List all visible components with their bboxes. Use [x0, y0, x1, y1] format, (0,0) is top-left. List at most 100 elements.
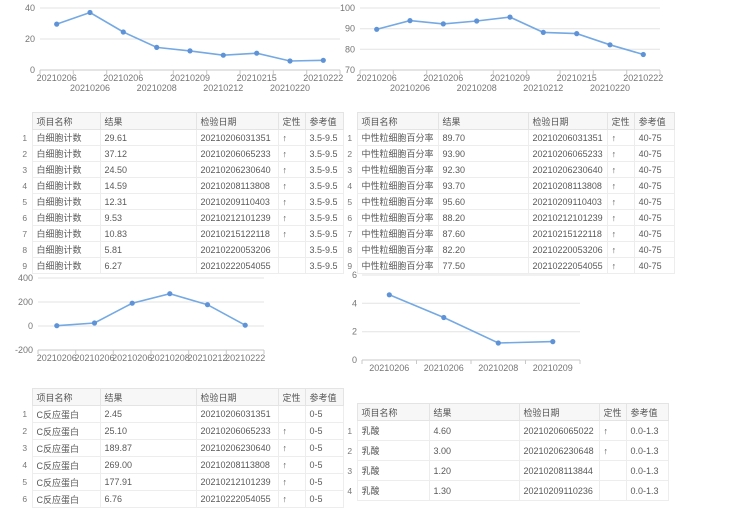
cell-reference-value: 40-75 [633, 129, 675, 146]
row-index: 2 [22, 426, 28, 436]
data-point [204, 302, 211, 308]
table-row: 3 乳酸 1.20 20210208113844 0.0-1.3 [343, 460, 669, 481]
data-point [441, 314, 447, 321]
cell-item-name: 乳酸 [356, 480, 430, 501]
table-crp: 项目名称 结果 检验日期 定性 参考值 1 C反应蛋白 2.45 20210206031351 0… [18, 388, 344, 508]
cell-reference-value: 3.5-9.5 [304, 145, 344, 162]
cell-item-name: 乳酸 [356, 440, 430, 461]
cell-reference-value: 3.5-9.5 [304, 193, 344, 210]
row-index-header [343, 113, 357, 130]
table-row: 2 乳酸 3.00 20210206230648 ↑ 0.0-1.3 [343, 440, 669, 461]
table-header-row: 项目名称 结果 检验日期 定性 参考值 [343, 112, 675, 130]
cell-test-date: 20210215122118 [195, 225, 279, 242]
cell-result: 88.20 [437, 209, 529, 226]
cell-test-date: 20210208113808 [195, 177, 279, 194]
cell-item-name: 白细胞计数 [31, 161, 101, 178]
chart-lactate-trend: 0 2 4 6 20210206 20210206 20210208 20210209 [338, 264, 586, 380]
table-row: 7 中性粒细胞百分率 87.60 20210215122118 ↑ 40-75 [343, 225, 675, 242]
x-tick-label: 20210208 [150, 353, 190, 363]
cell-reference-value: 40-75 [633, 193, 675, 210]
data-point [120, 29, 126, 35]
cell-qualitative: ↑ [606, 129, 635, 146]
data-point [54, 21, 60, 27]
col-header-reference-value: 参考值 [304, 388, 344, 406]
line-chart: 0204020210206202102062021020620210208202… [25, 3, 343, 93]
x-tick-label: 20210206 [103, 73, 143, 83]
cell-qualitative: ↑ [606, 241, 635, 258]
x-tick-label: 20210206 [369, 363, 409, 373]
lab-results-table: 项目名称 结果 检验日期 定性 参考值 1 白细胞计数 29.61 20210206031351… [18, 112, 344, 274]
cell-qualitative [277, 257, 306, 274]
cell-item-name: 中性粒细胞百分率 [356, 241, 439, 258]
x-tick-label: 20210206 [74, 353, 114, 363]
cell-item-name: C反应蛋白 [31, 456, 101, 474]
table-row: 5 白细胞计数 12.31 20210209110403 ↑ 3.5-9.5 [18, 193, 344, 210]
cell-result: 14.59 [99, 177, 197, 194]
cell-qualitative: ↑ [606, 193, 635, 210]
cell-test-date: 20210208113844 [518, 460, 600, 481]
cell-reference-value: 0.0-1.3 [625, 440, 669, 461]
cell-test-date: 20210206230640 [195, 161, 279, 178]
y-tick-label: 0 [30, 65, 35, 75]
table-row: 8 白细胞计数 5.81 20210220053206 3.5-9.5 [18, 241, 344, 258]
row-index: 5 [22, 196, 28, 207]
cell-reference-value: 0.0-1.3 [625, 420, 669, 441]
cell-item-name: C反应蛋白 [31, 439, 101, 457]
x-tick-label: 20210206 [37, 73, 77, 83]
row-index: 1 [22, 409, 28, 419]
y-tick-label: 90 [345, 24, 355, 34]
x-tick-label: 20210215 [557, 73, 597, 83]
cell-item-name: 乳酸 [356, 420, 430, 441]
cell-test-date: 20210209110236 [518, 480, 600, 501]
cell-qualitative: ↑ [606, 257, 635, 274]
row-index-header [18, 113, 32, 130]
cell-qualitative: ↑ [277, 439, 306, 457]
cell-reference-value: 0-5 [304, 490, 344, 508]
cell-qualitative: ↑ [277, 161, 306, 178]
cell-qualitative: ↑ [606, 161, 635, 178]
cell-test-date: 20210222054055 [527, 257, 608, 274]
cell-item-name: 中性粒细胞百分率 [356, 225, 439, 242]
col-header-reference-value: 参考值 [304, 112, 344, 130]
cell-test-date: 20210206031351 [195, 405, 279, 423]
cell-reference-value: 40-75 [633, 257, 675, 274]
cell-qualitative: ↑ [277, 129, 306, 146]
cell-item-name: 中性粒细胞百分率 [356, 209, 439, 226]
table-wbc: 项目名称 结果 检验日期 定性 参考值 1 白细胞计数 29.61 20210206031351… [18, 112, 344, 274]
cell-item-name: 白细胞计数 [31, 225, 101, 242]
row-index: 7 [22, 228, 28, 239]
x-tick-label: 20210209 [170, 73, 210, 83]
cell-result: 9.53 [99, 209, 197, 226]
cell-test-date: 20210209110403 [527, 193, 608, 210]
row-index-header [18, 389, 32, 406]
cell-item-name: 中性粒细胞百分率 [356, 177, 439, 194]
table-row: 9 中性粒细胞百分率 77.50 20210222054055 ↑ 40-75 [343, 257, 675, 274]
data-point [374, 26, 380, 32]
cell-item-name: 白细胞计数 [31, 193, 101, 210]
cell-qualitative: ↑ [277, 490, 306, 508]
col-header-result: 结果 [99, 112, 197, 130]
y-tick-label: 100 [340, 3, 355, 13]
x-tick-label: 20210206 [37, 353, 77, 363]
cell-result: 5.81 [99, 241, 197, 258]
cell-test-date: 20210212101239 [195, 209, 279, 226]
x-tick-label: 20210222 [225, 353, 265, 363]
cell-result: 95.60 [437, 193, 529, 210]
data-point [495, 340, 501, 346]
table-row: 2 C反应蛋白 25.10 20210206065233 ↑ 0-5 [18, 422, 344, 440]
table-row: 3 白细胞计数 24.50 20210206230640 ↑ 3.5-9.5 [18, 161, 344, 178]
data-point [640, 51, 646, 58]
cell-reference-value: 0-5 [304, 473, 344, 491]
cell-result: 93.70 [437, 177, 529, 194]
x-tick-label: 20210206 [357, 73, 397, 83]
data-point [507, 14, 513, 20]
x-tick-label: 20210209 [533, 363, 573, 373]
cell-qualitative: ↑ [606, 225, 635, 242]
cell-reference-value: 3.5-9.5 [304, 257, 344, 274]
y-tick-label: -200 [15, 345, 33, 355]
y-tick-label: 0 [352, 355, 357, 365]
row-index: 7 [347, 228, 353, 239]
col-header-item-name: 项目名称 [31, 388, 101, 406]
cell-result: 3.00 [428, 440, 520, 461]
x-tick-label: 20210212 [187, 353, 227, 363]
